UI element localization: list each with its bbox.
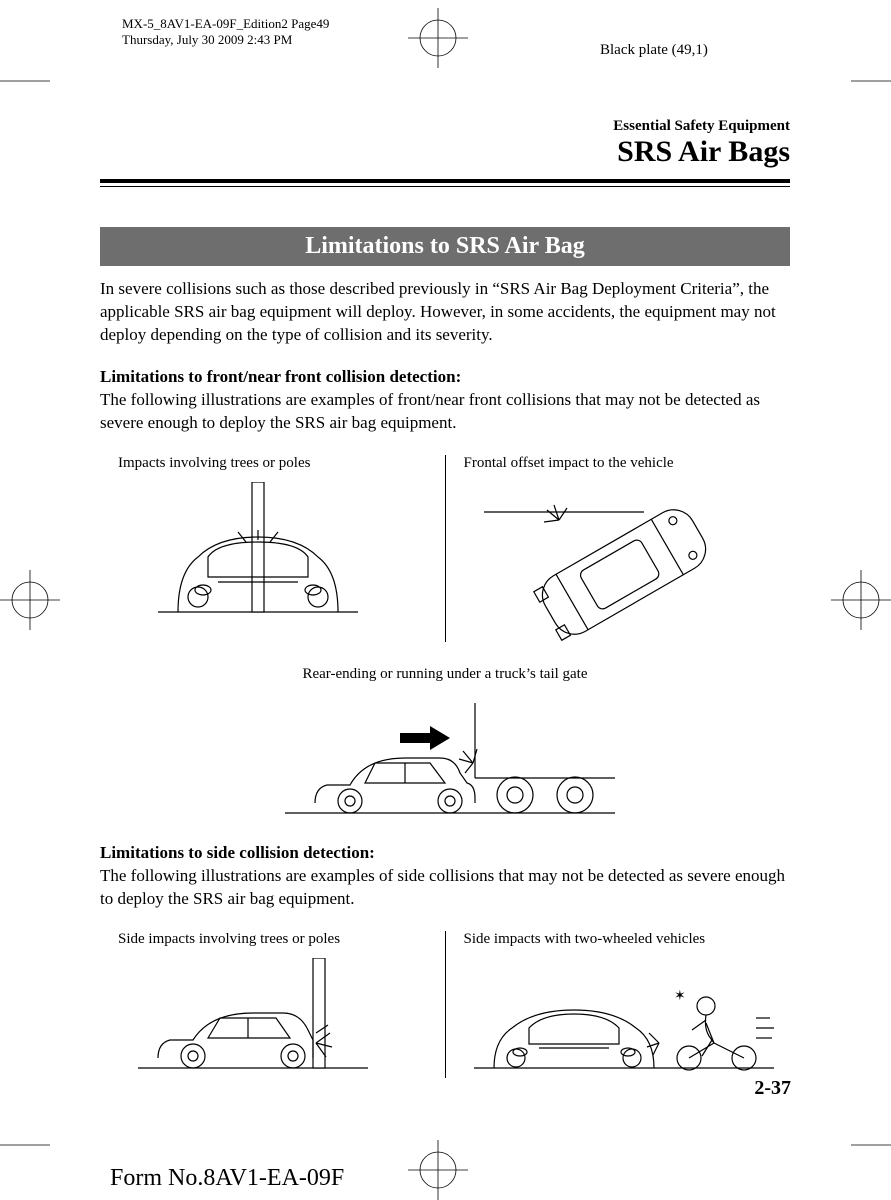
section-large: SRS Air Bags [100, 135, 790, 169]
illus-cell: Frontal offset impact to the vehicle [445, 455, 791, 642]
illus-cell: Side impacts with two-wheeled vehicles [445, 931, 791, 1078]
illus-row-3: Side impacts involving trees or poles [100, 931, 790, 1078]
illus-caption: Side impacts involving trees or poles [118, 931, 445, 948]
car-offset-impact-icon [464, 482, 764, 642]
header-meta: MX-5_8AV1-EA-09F_Edition2 Page49 Thursda… [122, 16, 329, 47]
illus-caption: Frontal offset impact to the vehicle [464, 455, 791, 472]
svg-text:✶: ✶ [674, 989, 686, 1004]
section1-body: The following illustrations are examples… [100, 389, 790, 435]
section-header: Essential Safety Equipment SRS Air Bags [100, 118, 790, 169]
crop-mark-br [851, 1130, 891, 1160]
car-tree-side-icon [118, 958, 398, 1078]
illus-caption: Impacts involving trees or poles [118, 455, 445, 472]
illus-row-1: Impacts involving trees or poles [100, 455, 790, 642]
reg-mark-left [0, 570, 60, 630]
reg-mark-right [831, 570, 891, 630]
doc-datetime: Thursday, July 30 2009 2:43 PM [122, 32, 329, 48]
form-number: Form No.8AV1-EA-09F [110, 1165, 344, 1192]
reg-mark-bottom [408, 1140, 468, 1200]
black-plate: Black plate (49,1) [600, 42, 708, 59]
banner-title: Limitations to SRS Air Bag [100, 227, 790, 266]
rule-thin [100, 186, 790, 187]
crop-mark-bl [0, 1130, 50, 1160]
illus-cell: Impacts involving trees or poles [100, 455, 445, 642]
illus-caption: Rear-ending or running under a truck’s t… [100, 666, 790, 683]
illus-cell: Rear-ending or running under a truck’s t… [100, 666, 790, 823]
crop-mark-tr [851, 66, 891, 96]
illus-cell: Side impacts involving trees or poles [100, 931, 445, 1078]
crop-mark-tl [0, 66, 50, 96]
reg-mark-top [408, 8, 468, 68]
section2-head: Limitations to side collision detection: [100, 843, 790, 863]
doc-id: MX-5_8AV1-EA-09F_Edition2 Page49 [122, 16, 329, 32]
car-motorcycle-side-icon: ✶ [464, 958, 784, 1078]
page-number: 2-37 [754, 1077, 791, 1100]
section1-head: Limitations to front/near front collisio… [100, 367, 790, 387]
car-truck-rear-icon [255, 693, 635, 823]
section-small: Essential Safety Equipment [100, 118, 790, 135]
car-tree-front-icon [118, 482, 378, 622]
rule-thick [100, 179, 790, 183]
illus-caption: Side impacts with two-wheeled vehicles [464, 931, 791, 948]
illus-row-2: Rear-ending or running under a truck’s t… [100, 666, 790, 823]
section2-body: The following illustrations are examples… [100, 865, 790, 911]
intro-text: In severe collisions such as those descr… [100, 278, 790, 347]
